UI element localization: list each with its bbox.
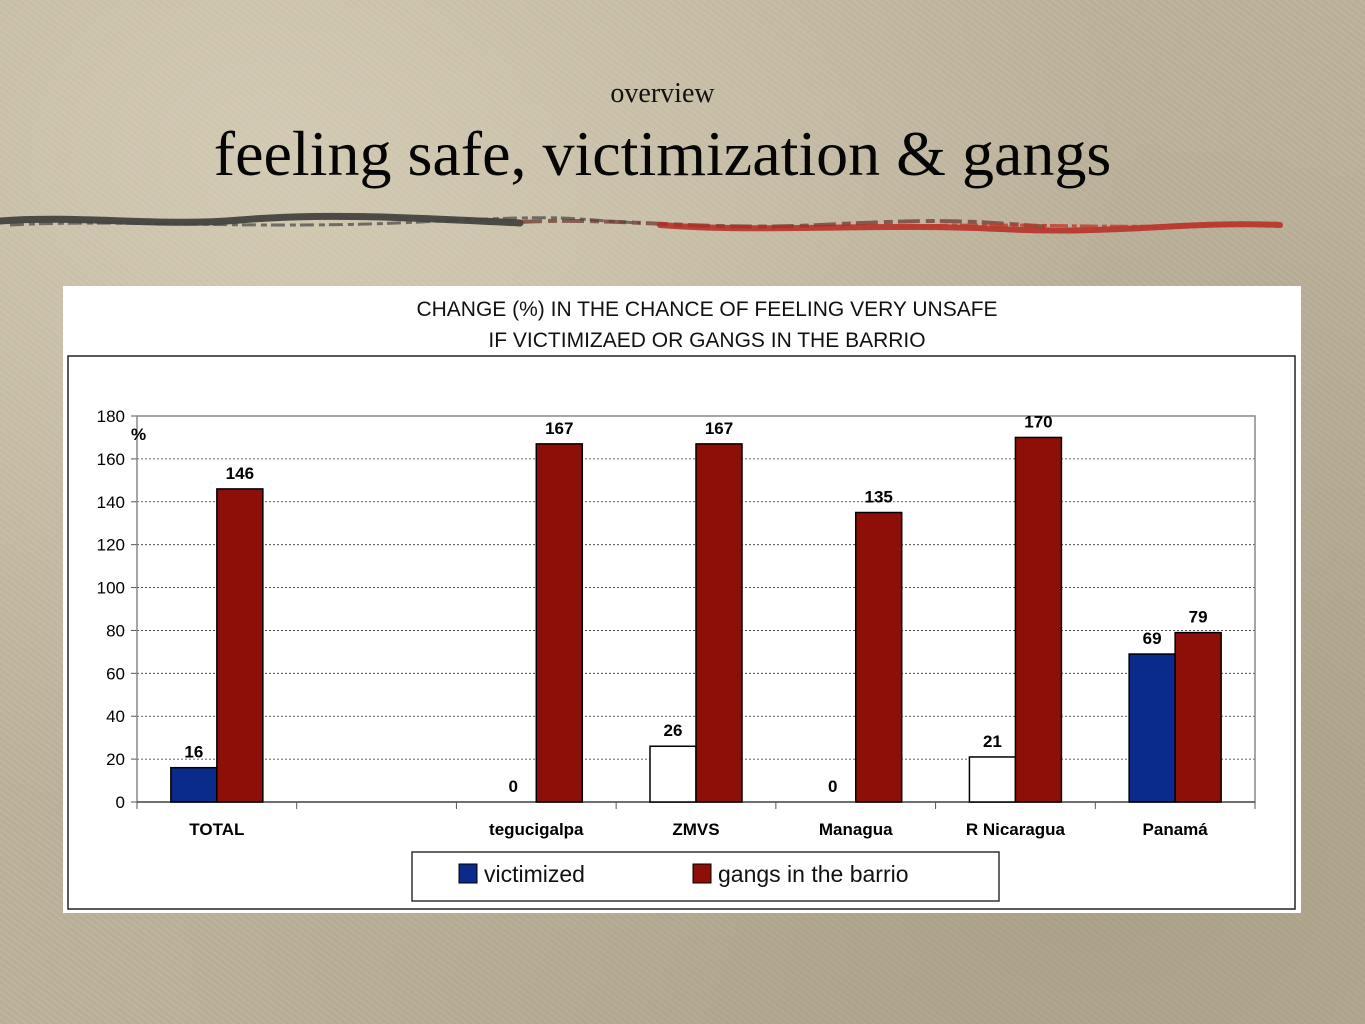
y-unit-label: % (131, 425, 146, 444)
y-tick-label: 60 (106, 664, 125, 683)
chart-title-line-2: IF VICTIMIZAED OR GANGS IN THE BARRIO (488, 329, 926, 352)
y-tick-label: 0 (116, 793, 125, 812)
y-tick-label: 180 (97, 407, 125, 426)
data-label: 26 (664, 721, 683, 740)
chart-inner-border (67, 355, 1296, 910)
bar-gangs (1174, 631, 1222, 803)
x-category-label: TOTAL (189, 820, 244, 839)
y-tick-label: 140 (97, 493, 125, 512)
slide-title: feeling safe, victimization & gangs (213, 118, 1112, 189)
y-tick-label: 40 (106, 707, 125, 726)
y-tick-label: 20 (106, 750, 125, 769)
bar-gangs (695, 443, 743, 803)
y-tick-label: 160 (97, 450, 125, 469)
slide-subtitle: overview (610, 78, 715, 109)
chart-title-line-1: CHANGE (%) IN THE CHANCE OF FEELING VERY… (416, 298, 998, 321)
x-category-label: Managua (819, 820, 893, 839)
x-category-label: R Nicaragua (966, 820, 1066, 839)
bar-victimized (968, 756, 1017, 803)
legend: victimized gangs in the barrio (411, 851, 1000, 902)
x-category-label: Panamá (1143, 820, 1209, 839)
chart-title: CHANGE (%) IN THE CHANCE OF FEELING VERY… (63, 294, 1351, 356)
y-tick-label: 120 (97, 536, 125, 555)
y-tick-label: 100 (97, 579, 125, 598)
bar-gangs (854, 511, 903, 803)
bar-gangs (535, 443, 584, 803)
bar-victimized (170, 766, 218, 803)
data-label: 79 (1189, 608, 1208, 627)
legend-label-victimized: victimized (484, 861, 585, 887)
data-label: 135 (865, 488, 893, 507)
bar-gangs (1014, 436, 1063, 803)
data-label: 167 (705, 419, 733, 438)
x-category-label: tegucigalpa (489, 820, 584, 839)
data-label: 21 (983, 732, 1002, 751)
bar-victimized (649, 745, 697, 803)
data-label: 0 (509, 777, 518, 796)
data-label: 170 (1024, 412, 1052, 431)
legend-swatch-gangs (692, 863, 712, 884)
bar-victimized (1128, 653, 1176, 803)
data-label: 69 (1143, 629, 1162, 648)
legend-label-gangs: gangs in the barrio (718, 861, 909, 887)
bar-gangs (216, 488, 264, 803)
data-label: 167 (545, 419, 573, 438)
legend-swatch-victimized (458, 863, 478, 884)
y-tick-label: 80 (106, 621, 125, 640)
data-label: 0 (828, 777, 837, 796)
data-label: 146 (226, 464, 254, 483)
brush-stroke-divider (0, 212, 1283, 234)
data-label: 16 (184, 743, 203, 762)
x-category-label: ZMVS (672, 820, 719, 839)
